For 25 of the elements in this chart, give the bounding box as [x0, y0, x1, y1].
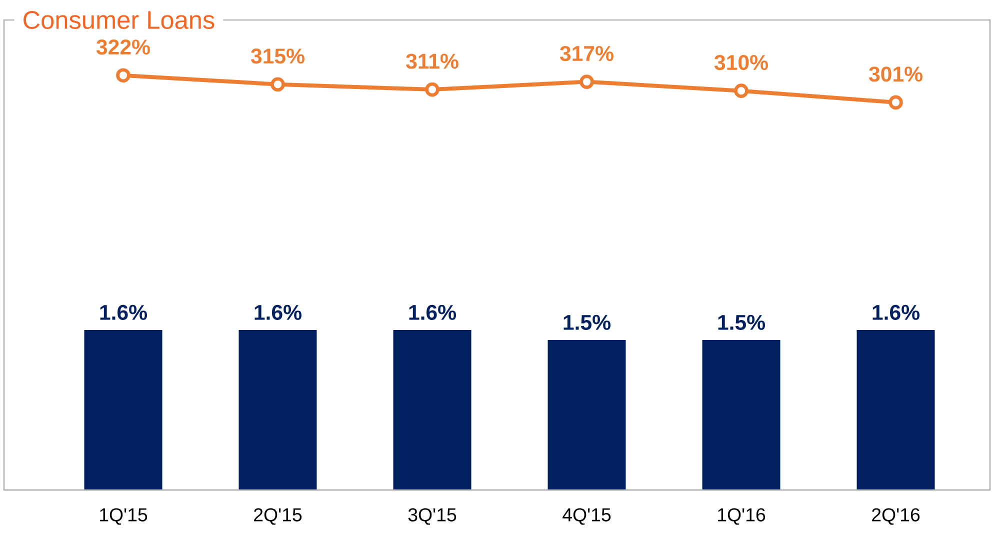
data-label: 310%	[714, 54, 768, 70]
point	[425, 82, 440, 97]
x-tick-label: 1Q'15	[100, 508, 148, 525]
data-label: 301%	[868, 66, 922, 82]
data-label: 1.5%	[718, 314, 765, 330]
data-label: 322%	[96, 40, 150, 55]
chart-title: Consumer Loans	[24, 11, 214, 29]
data-label: 1.6%	[254, 304, 302, 320]
point	[580, 74, 594, 89]
data-label: 1.6%	[872, 304, 920, 320]
x-tick-label: 3Q'15	[408, 508, 456, 525]
data-label: 1.5%	[564, 314, 610, 330]
point	[116, 68, 130, 83]
point	[270, 77, 285, 92]
point	[888, 95, 903, 110]
x-tick-label: 4Q'15	[562, 508, 611, 525]
point	[734, 84, 748, 98]
x-tick-label: 2Q'15	[254, 508, 302, 525]
data-label: 317%	[560, 46, 614, 62]
x-tick-label: 2Q'16	[872, 508, 920, 525]
data-label: 1.6%	[100, 304, 147, 320]
data-label: 1.6%	[409, 304, 456, 320]
data-label: 311%	[406, 54, 458, 69]
data-label: 315%	[250, 48, 304, 64]
x-tick-label: 1Q'16	[718, 508, 766, 525]
